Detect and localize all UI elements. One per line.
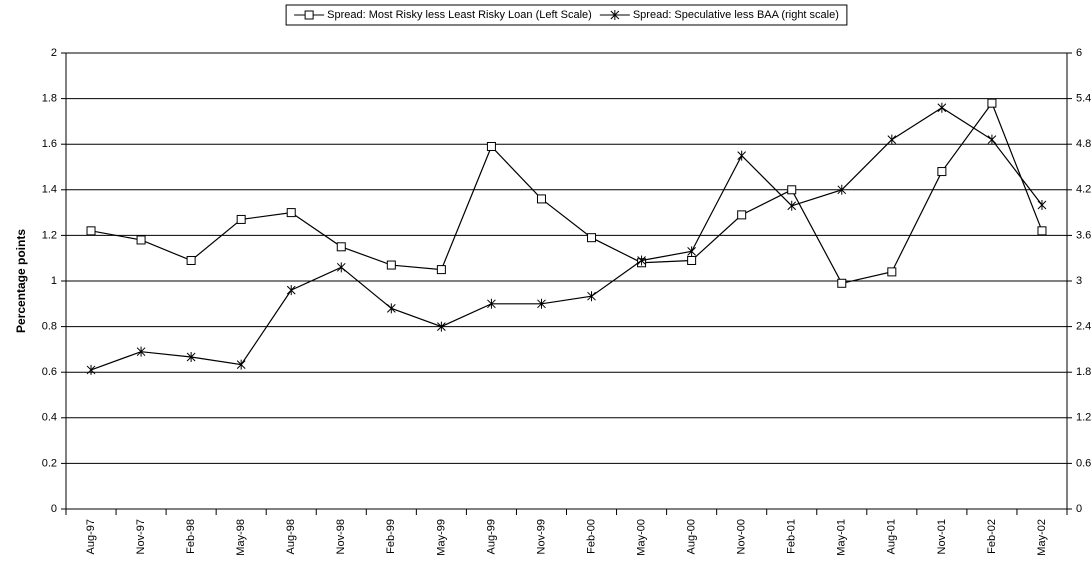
x-tick-label: Aug-98 <box>285 519 297 554</box>
x-tick-label: Aug-00 <box>686 519 698 554</box>
marker-square <box>687 255 697 265</box>
marker-star <box>837 184 847 195</box>
y-tick-label: 0.6 <box>42 366 57 378</box>
legend-box <box>285 4 848 26</box>
x-tick-label: Feb-02 <box>986 519 998 554</box>
marker-star <box>587 291 596 302</box>
y2-tick-label: 2.4 <box>1076 321 1091 333</box>
y2-tick-label: 4.8 <box>1076 138 1091 150</box>
y-tick-label: 0.4 <box>42 412 57 424</box>
y-tick-label: 1.6 <box>42 138 57 150</box>
y2-tick-label: 3.6 <box>1076 229 1091 241</box>
y-tick-label: 2 <box>51 47 57 59</box>
y-tick-label: 1 <box>51 275 57 287</box>
y-tick-label: 1.4 <box>42 184 57 196</box>
series-line <box>90 101 1043 284</box>
y-axis-label: Percentage points <box>14 229 28 333</box>
y-tick-label: 1.8 <box>42 93 57 105</box>
x-tick-label: Feb-99 <box>385 519 397 554</box>
x-tick-label: Aug-01 <box>886 519 898 554</box>
marker-square <box>336 242 346 252</box>
y-tick-label: 0.8 <box>42 321 57 333</box>
x-tick-label: Nov-99 <box>535 519 547 554</box>
x-tick-label: May-99 <box>435 519 447 556</box>
marker-square <box>937 167 947 177</box>
marker-star <box>136 346 146 357</box>
marker-star <box>386 303 396 314</box>
y-tick-label: 0 <box>51 503 57 515</box>
y2-tick-label: 1.2 <box>1076 412 1091 424</box>
x-tick-label: May-01 <box>836 519 848 556</box>
marker-star <box>437 321 446 332</box>
y-tick-label: 0.2 <box>42 457 57 469</box>
marker-square <box>186 255 196 265</box>
marker-star <box>286 285 296 296</box>
legend-label: Spread: Most Risky less Least Risky Loan… <box>327 9 592 21</box>
marker-square <box>386 260 396 270</box>
y2-tick-label: 3 <box>1076 275 1082 287</box>
x-tick-label: Feb-01 <box>786 519 798 554</box>
x-tick-label: Nov-01 <box>936 519 948 554</box>
y2-tick-label: 4.2 <box>1076 184 1091 196</box>
marker-star <box>236 359 246 370</box>
marker-square <box>987 98 997 108</box>
marker-square <box>304 10 314 20</box>
x-tick-label: Feb-00 <box>585 519 597 554</box>
series-line <box>90 107 1043 371</box>
y2-tick-label: 1.8 <box>1076 366 1091 378</box>
marker-star <box>687 246 696 257</box>
y-tick-label: 1.2 <box>42 229 57 241</box>
marker-star <box>637 255 646 266</box>
marker-star <box>1037 200 1047 210</box>
marker-star <box>737 150 747 161</box>
y2-tick-label: 6 <box>1076 47 1082 59</box>
marker-square <box>536 194 546 204</box>
marker-square <box>236 214 246 224</box>
marker-square <box>486 141 496 151</box>
marker-square <box>887 267 897 277</box>
x-tick-label: May-98 <box>235 519 247 556</box>
x-tick-label: Aug-99 <box>485 519 497 554</box>
marker-star <box>610 10 620 20</box>
marker-star <box>787 200 797 211</box>
marker-square <box>787 185 797 195</box>
x-tick-label: Nov-98 <box>335 519 347 554</box>
y2-tick-label: 0 <box>1076 503 1082 515</box>
x-tick-label: Feb-98 <box>185 519 197 554</box>
marker-star <box>987 134 997 145</box>
marker-star <box>537 298 546 309</box>
marker-star <box>937 102 947 113</box>
marker-square <box>587 233 597 243</box>
marker-star <box>336 262 346 273</box>
x-tick-label: Nov-00 <box>736 519 748 554</box>
marker-star <box>487 298 496 309</box>
legend: Spread: Most Risky less Least Risky Loan… <box>285 4 848 26</box>
y2-tick-label: 5.4 <box>1076 93 1091 105</box>
x-tick-label: May-02 <box>1036 519 1048 556</box>
legend-label: Spread: Speculative less BAA (right scal… <box>633 9 839 21</box>
marker-square <box>286 208 296 218</box>
marker-star <box>186 352 196 362</box>
marker-square <box>1037 226 1047 236</box>
y2-tick-label: 0.6 <box>1076 457 1091 469</box>
marker-square <box>86 226 96 236</box>
marker-square <box>837 278 847 288</box>
x-tick-label: May-00 <box>635 519 647 556</box>
marker-star <box>86 364 96 375</box>
marker-square <box>436 265 446 275</box>
marker-star <box>887 134 897 145</box>
x-tick-label: Nov-97 <box>135 519 147 554</box>
x-tick-label: Aug-97 <box>85 519 97 554</box>
marker-square <box>136 235 146 245</box>
marker-square <box>737 210 747 220</box>
